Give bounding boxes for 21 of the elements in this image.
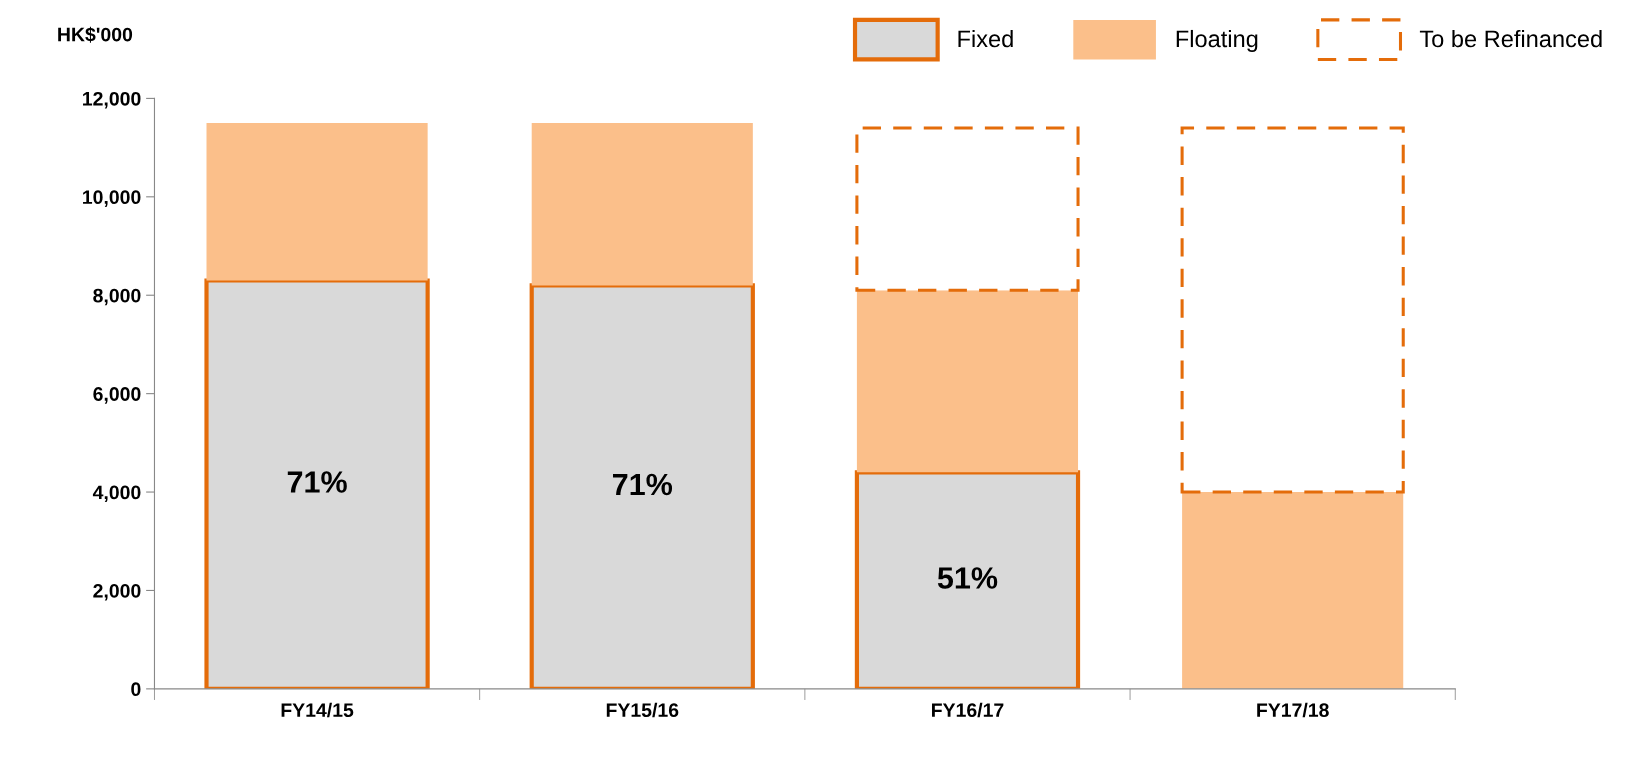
annotation: 51% — [937, 567, 998, 589]
bar — [206, 123, 428, 281]
y-tick-label: 2,000 — [93, 583, 141, 601]
y-tick-label: 12,000 — [83, 91, 141, 109]
y-tick-label: 0 — [131, 682, 141, 697]
legend-label: Floating — [1176, 29, 1258, 52]
y-axis-title: HK$'000 — [58, 26, 133, 43]
y-tick-label: 10,000 — [83, 190, 141, 207]
legend-label: To be Refinanced — [1419, 29, 1602, 48]
x-tick-label: FY14/15 — [281, 702, 354, 718]
bar — [856, 290, 1079, 473]
y-tick-label: 6,000 — [93, 387, 141, 404]
x-tick-label: FY17/18 — [1257, 702, 1329, 718]
bar — [531, 123, 753, 286]
annotation: 71% — [287, 471, 347, 493]
x-tick-label: FY16/17 — [932, 702, 1004, 718]
annotation: 71% — [613, 473, 673, 496]
legend-label: Fixed — [958, 29, 1013, 48]
y-tick-label: 8,000 — [93, 288, 141, 306]
y-tick-label: 4,000 — [92, 485, 141, 503]
x-tick-label: FY15/16 — [606, 702, 679, 718]
